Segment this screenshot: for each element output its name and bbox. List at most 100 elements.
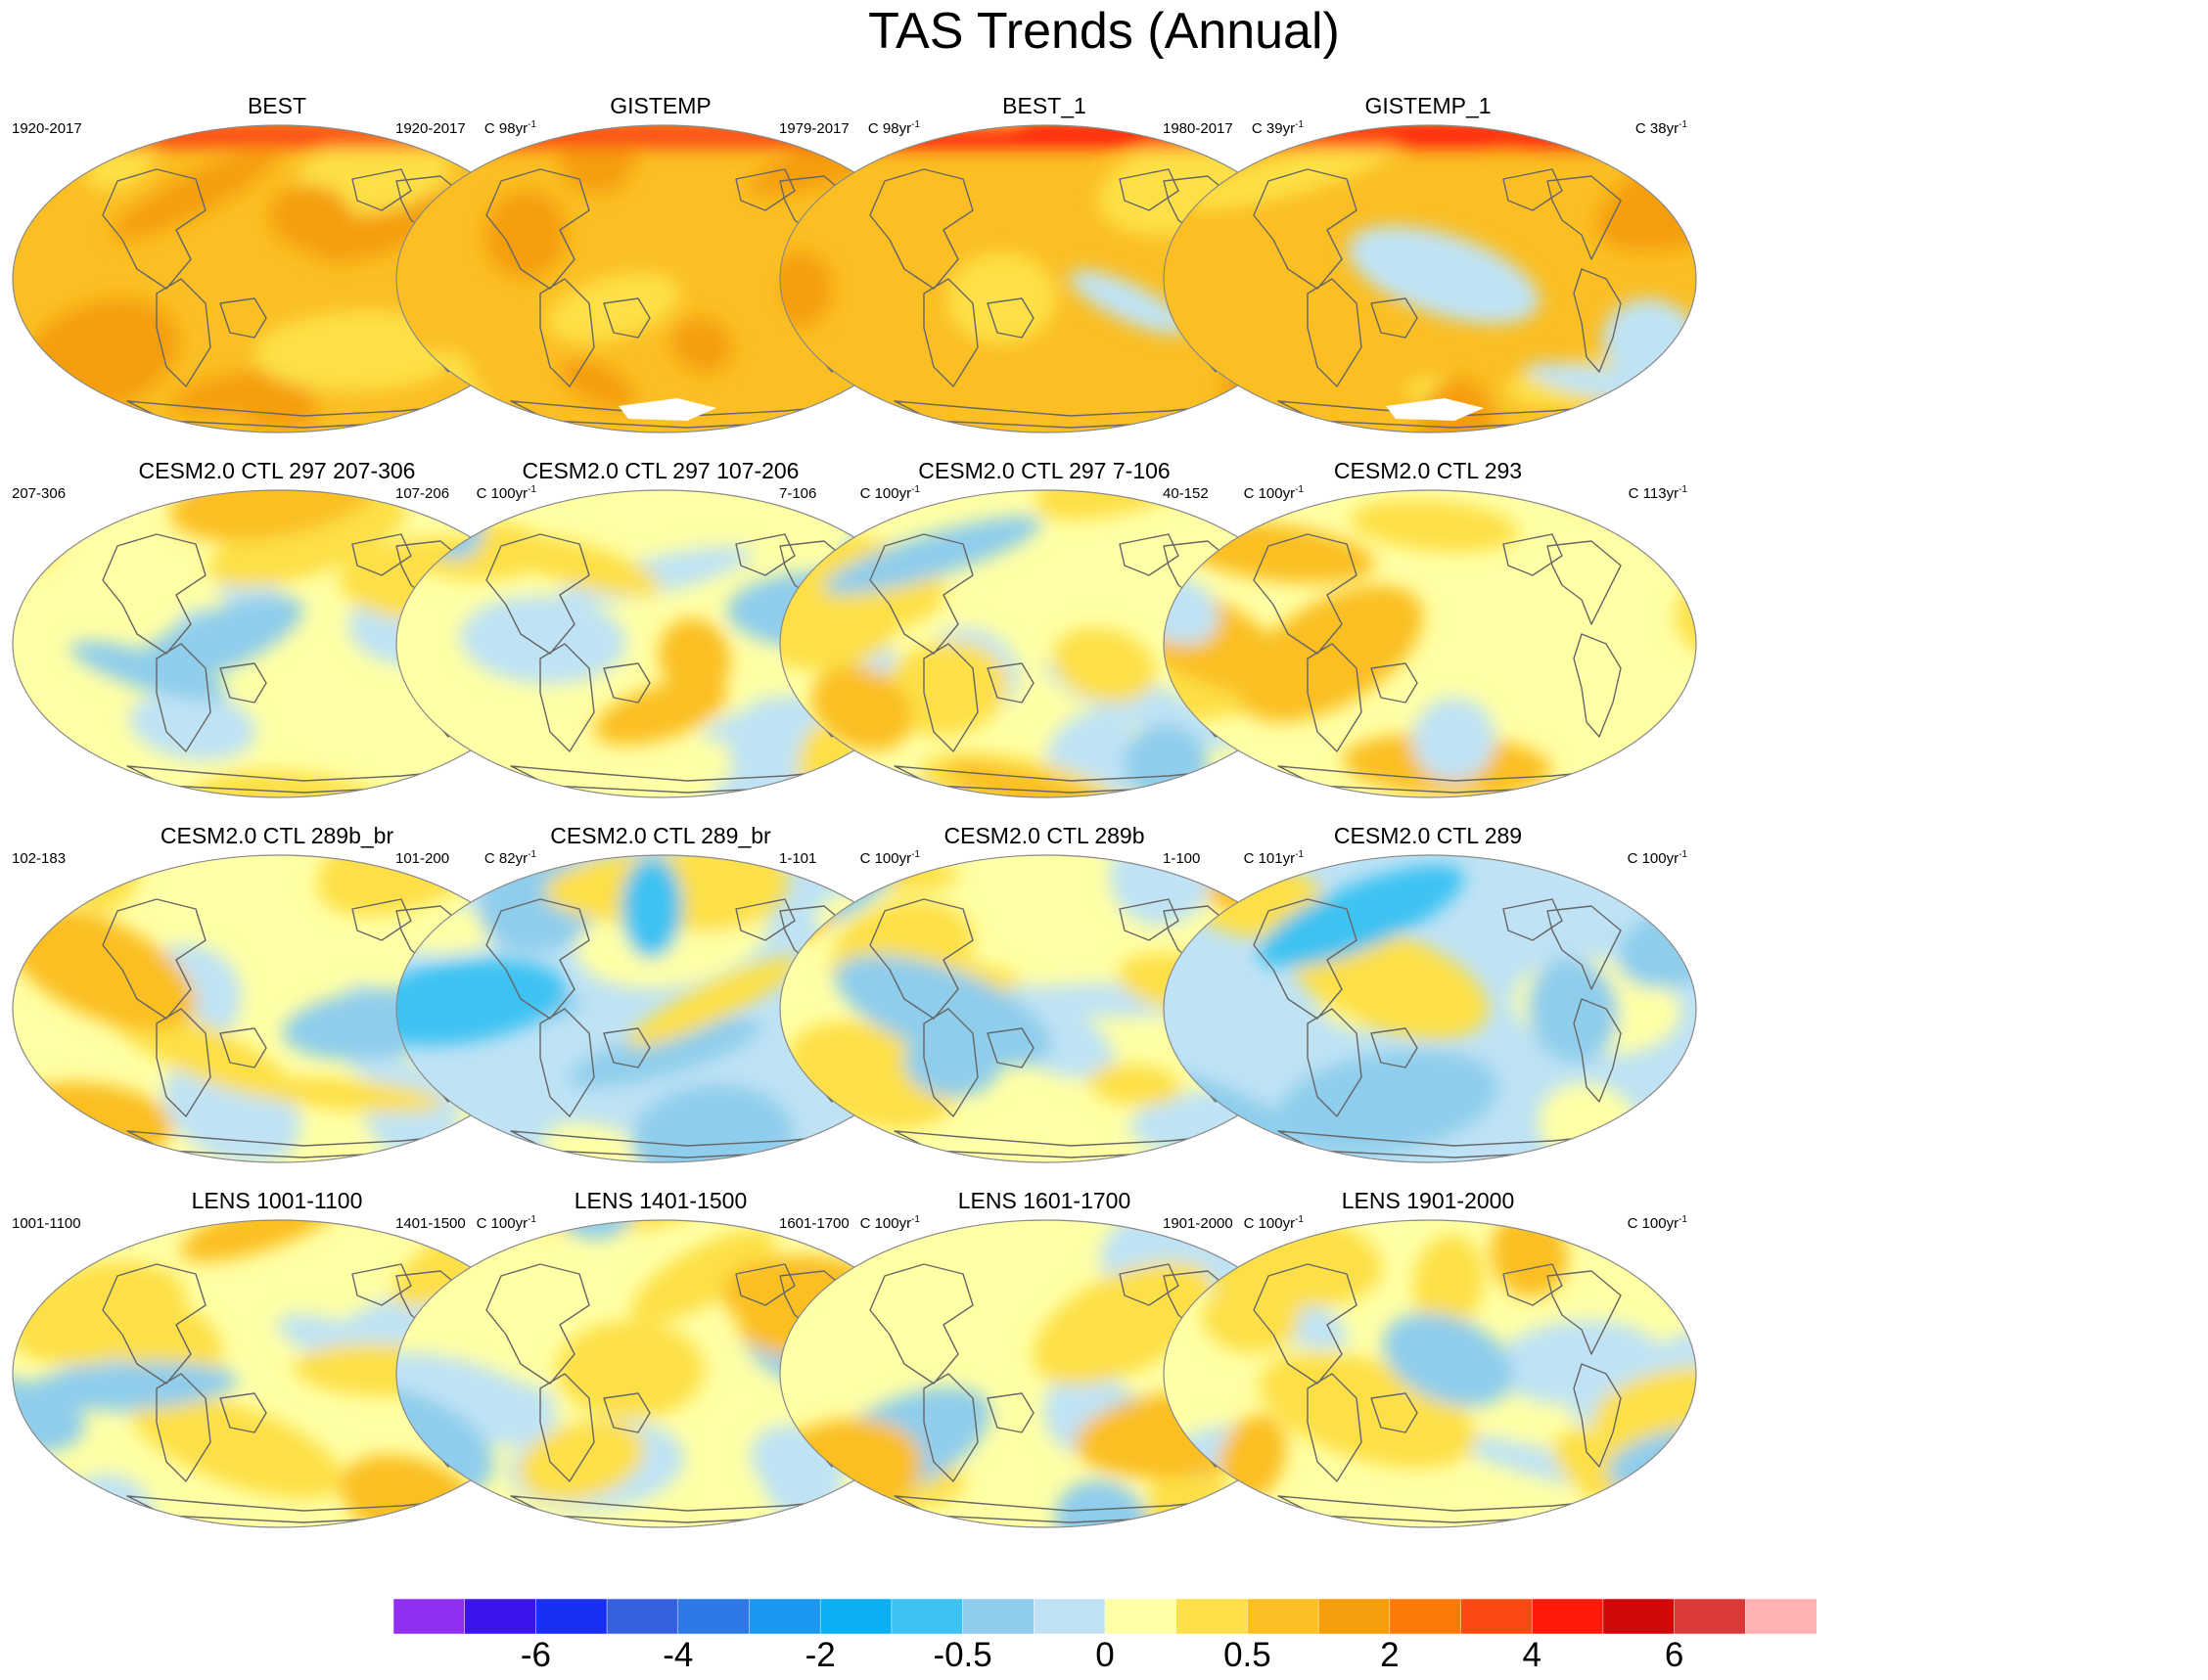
map-outline xyxy=(1163,854,1697,1163)
coastline xyxy=(1307,1373,1362,1482)
anomaly-region xyxy=(1349,499,1520,553)
anomaly-region xyxy=(1625,855,1696,874)
panel-year-range: 1401-1500 xyxy=(395,1215,466,1232)
panel-units: C 100yr-1 xyxy=(1627,1214,1687,1232)
map-panel: CESM2.0 CTL 289_br 101-200 C 100yr-1 xyxy=(386,823,936,1190)
panel-units: C 100yr-1 xyxy=(1243,1214,1304,1232)
trend-map xyxy=(1163,1219,1697,1528)
coastline xyxy=(869,1263,974,1385)
colorbar-tick-label: -0.5 xyxy=(933,1636,992,1674)
panel-year-range: 1601-1700 xyxy=(779,1215,850,1232)
coastline xyxy=(1573,998,1622,1103)
anomaly-region xyxy=(69,641,228,702)
anomaly-region xyxy=(810,665,913,751)
coastline xyxy=(1502,1263,1563,1306)
anomaly-region xyxy=(13,777,45,797)
anomaly-region xyxy=(1595,131,1696,251)
anomaly-region xyxy=(1382,1312,1514,1407)
anomaly-region xyxy=(630,1084,794,1162)
colorbar-swatch xyxy=(1317,1599,1391,1634)
anomaly-region xyxy=(1069,270,1188,335)
panel-title: CESM2.0 CTL 293 xyxy=(1333,458,1523,483)
coastline xyxy=(351,1263,412,1306)
colorbar-swatch xyxy=(819,1599,893,1634)
anomaly-region xyxy=(245,1076,444,1112)
coastline xyxy=(351,533,412,576)
coastline xyxy=(1573,268,1622,373)
map-panel: CESM2.0 CTL 289b 1-101 C 101yr-1 xyxy=(769,823,1319,1190)
trend-map xyxy=(12,124,546,433)
panel-year-range: 1-100 xyxy=(1163,850,1201,867)
panel-year-range: 1980-2017 xyxy=(1163,120,1233,137)
colorbar-swatch xyxy=(891,1599,964,1634)
colorbar-tick-label: -4 xyxy=(663,1636,694,1674)
anomaly-region xyxy=(396,958,567,1046)
colorbar-tick-label: 2 xyxy=(1380,1636,1400,1674)
coastline xyxy=(1119,168,1179,211)
colorbar-swatch xyxy=(464,1599,537,1634)
missing-data-region xyxy=(619,398,716,421)
coastline xyxy=(539,643,595,752)
panel-year-range: 1-101 xyxy=(779,850,817,867)
colorbar-swatch xyxy=(1531,1599,1604,1634)
anomaly-region xyxy=(1035,490,1241,521)
colorbar-swatch xyxy=(1175,1599,1249,1634)
anomaly-region xyxy=(626,956,801,1048)
anomaly-region xyxy=(1348,225,1540,325)
anomaly-region xyxy=(239,386,318,431)
panel-units: C 100yr-1 xyxy=(476,484,536,502)
coastline xyxy=(1307,1008,1362,1117)
anomaly-region xyxy=(1257,864,1464,968)
coastline xyxy=(1119,1263,1179,1306)
anomaly-region xyxy=(1052,627,1157,704)
anomaly-region xyxy=(111,148,279,241)
anomaly-region xyxy=(518,1420,645,1502)
anomaly-region xyxy=(1109,855,1214,926)
trend-map xyxy=(1163,854,1697,1163)
panel-year-range: 207-306 xyxy=(12,485,67,502)
coastline xyxy=(1573,1363,1622,1468)
panel-title: LENS 1601-1700 xyxy=(957,1188,1131,1213)
coastline xyxy=(1307,643,1362,752)
colorbar-swatch xyxy=(962,1599,1035,1634)
coastline xyxy=(1119,533,1179,576)
anomaly-region xyxy=(1237,585,1424,722)
coastline xyxy=(987,662,1035,704)
colorbar-tick-label: 0 xyxy=(1095,1636,1115,1674)
coastline xyxy=(987,1392,1035,1433)
coastline xyxy=(539,1008,595,1117)
coastline xyxy=(1502,898,1563,941)
coastline xyxy=(219,297,267,339)
coastline xyxy=(1253,533,1357,655)
colorbar-tick-label: 4 xyxy=(1522,1636,1541,1674)
coastline xyxy=(1370,662,1418,704)
colorbar-swatch xyxy=(1104,1599,1177,1634)
colorbar-swatch xyxy=(1745,1599,1817,1634)
colorbar-swatch xyxy=(1602,1599,1676,1634)
coastline xyxy=(219,1027,267,1068)
coastline xyxy=(539,1373,595,1482)
panel-units: C 98yr-1 xyxy=(483,119,536,137)
coastline xyxy=(1546,175,1622,260)
coastline xyxy=(923,1373,979,1482)
colorbar-swatch xyxy=(1034,1599,1106,1634)
anomaly-region xyxy=(1194,122,1271,124)
anomaly-region xyxy=(834,954,1052,1067)
coastline xyxy=(869,168,974,290)
anomaly-region xyxy=(13,907,197,1031)
anomaly-region xyxy=(498,533,662,597)
anomaly-region xyxy=(630,1229,776,1323)
colorbar-tick-label: -2 xyxy=(805,1636,836,1674)
colorbar-swatch xyxy=(1389,1599,1462,1634)
coastline xyxy=(1546,1270,1622,1355)
coastline xyxy=(869,533,974,655)
anomaly-region xyxy=(13,1137,118,1162)
panel-year-range: 7-106 xyxy=(779,485,817,502)
coastline xyxy=(102,168,207,290)
anomaly-region xyxy=(1087,1064,1182,1107)
coastline xyxy=(1370,297,1418,339)
colorbar-swatch xyxy=(749,1599,821,1634)
panel-title: LENS 1901-2000 xyxy=(1341,1188,1515,1213)
coastline xyxy=(102,533,207,655)
colorbar-tick-label: 0.5 xyxy=(1223,1636,1271,1674)
